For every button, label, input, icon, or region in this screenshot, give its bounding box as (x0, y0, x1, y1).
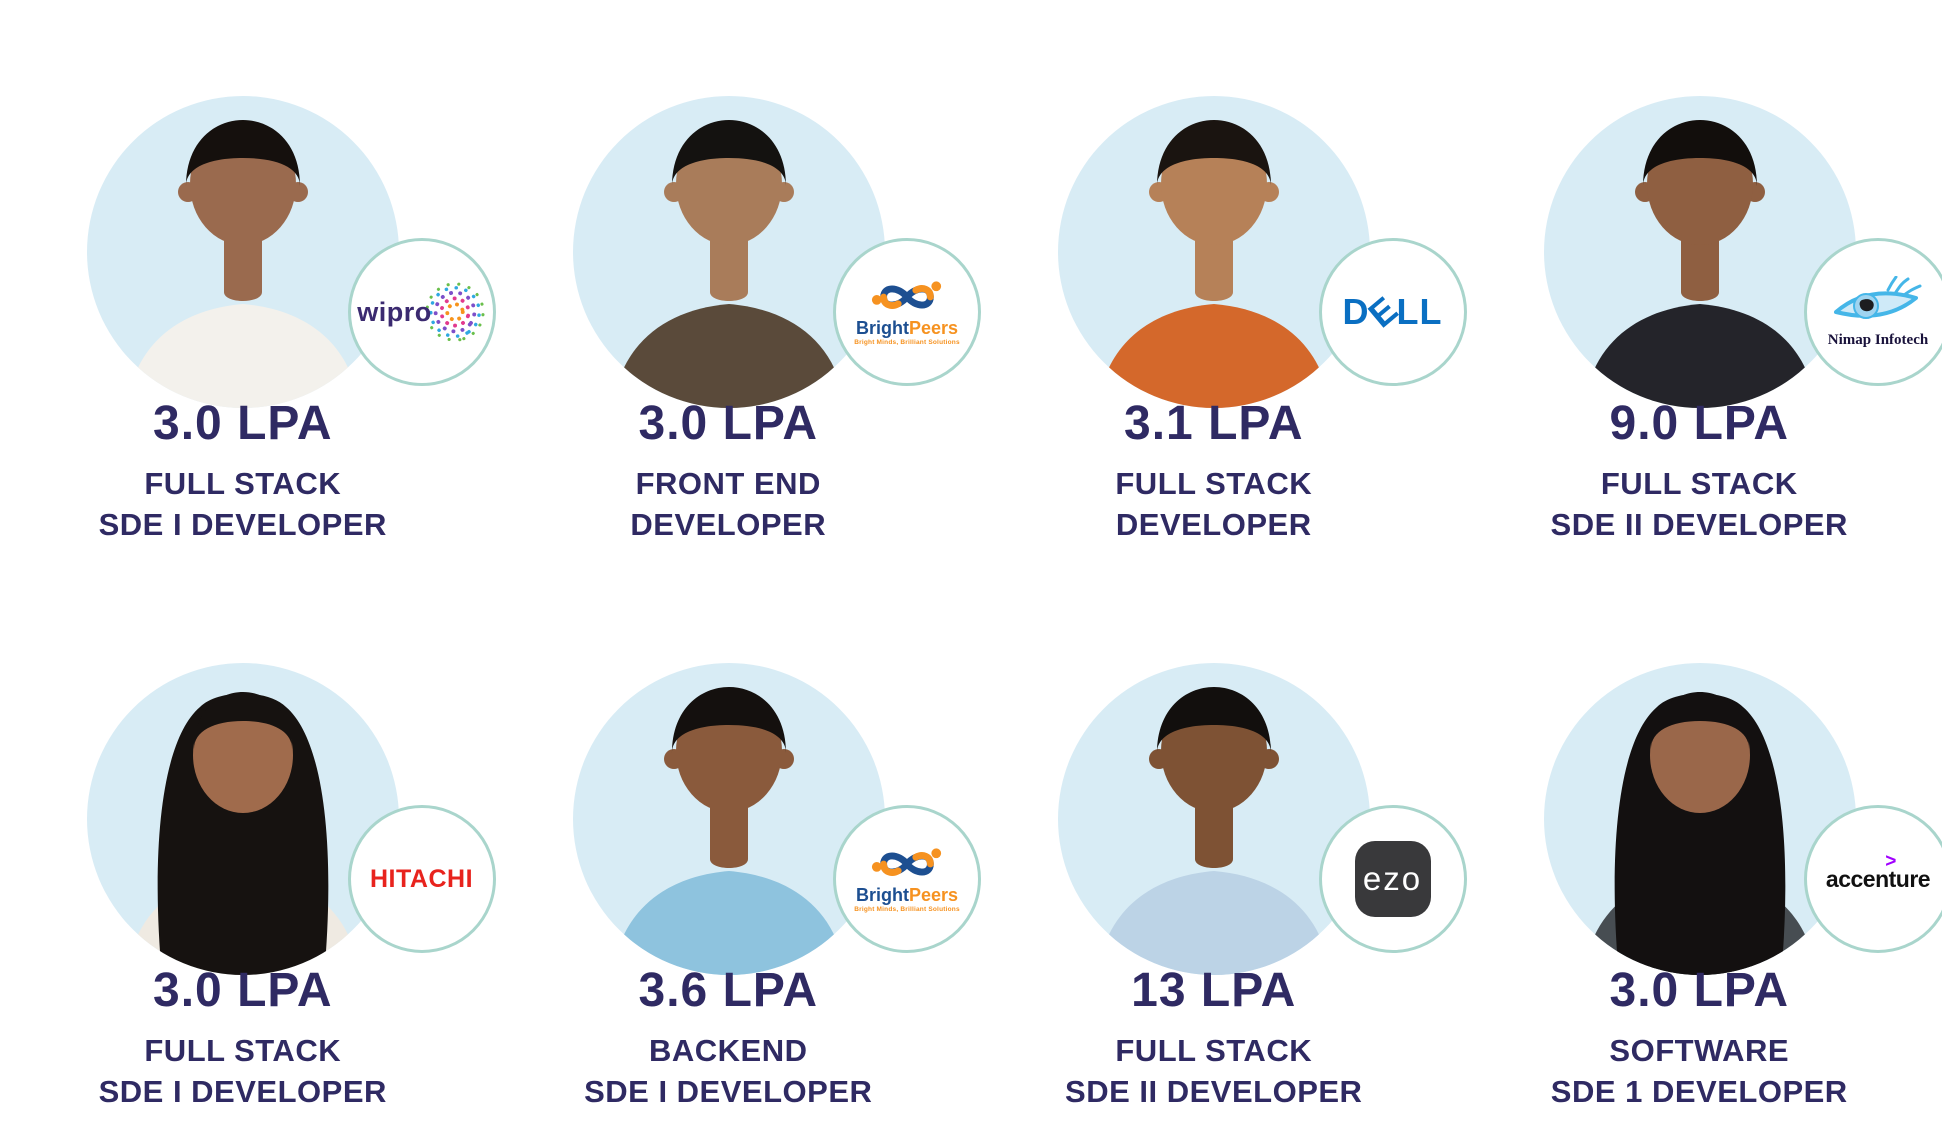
graduate-photo (572, 663, 885, 975)
role-line-1: FULL STACK (1600, 466, 1798, 501)
role-line-2: DEVELOPER (1115, 507, 1312, 542)
role-line-2: SDE 1 DEVELOPER (1550, 1074, 1848, 1109)
dell-logo: D E LL (1342, 288, 1443, 335)
graduate-photo (572, 96, 885, 408)
brightpeers-infinity-icon (871, 848, 942, 877)
role-line-1: FULL STACK (1115, 466, 1313, 501)
company-logo-badge: BrightPeers Bright Minds, Brilliant Solu… (833, 805, 981, 953)
brightpeers-logo: BrightPeers Bright Minds, Brilliant Solu… (854, 844, 960, 914)
salary-text: 3.6 LPA (638, 964, 818, 1017)
graduate-photo (1058, 663, 1370, 975)
nimap-logo: Nimap Infotech (1827, 275, 1929, 349)
role-line-1: FULL STACK (1115, 1033, 1313, 1068)
role-line-2: SDE I DEVELOPER (584, 1074, 873, 1109)
brightpeers-logo: BrightPeers Bright Minds, Brilliant Solu… (854, 277, 960, 347)
dell-letters-ll: LL (1396, 291, 1443, 332)
company-logo-badge: BrightPeers Bright Minds, Brilliant Solu… (833, 238, 981, 386)
placement-card-hitachi: HITACHI 3.0 LPA FULL STACK SDE I DEVELOP… (0, 567, 496, 1134)
role-line-1: FULL STACK (144, 1033, 342, 1068)
salary-text: 9.0 LPA (1609, 397, 1789, 450)
accenture-logo: > accenture (1825, 851, 1931, 893)
brightpeers-wordmark: BrightPeers (856, 886, 958, 904)
graduate-photo (1543, 96, 1856, 408)
wipro-wordmark: wipro (357, 296, 432, 327)
placement-card-nimap: Nimap Infotech 9.0 LPA FULL STACK SDE II… (1457, 0, 1942, 567)
wipro-logo: wipro (357, 281, 486, 343)
salary-text: 3.0 LPA (153, 964, 333, 1017)
brightpeers-tagline: Bright Minds, Brilliant Solutions (854, 906, 960, 914)
brightpeers-word-bright: Bright (855, 885, 909, 906)
dell-letter-d: D (1342, 291, 1370, 332)
role-line-2: SDE II DEVELOPER (1550, 507, 1848, 542)
salary-text: 3.0 LPA (153, 397, 333, 450)
hitachi-logo: HITACHI (369, 864, 474, 893)
graduate-photo (1543, 663, 1856, 975)
accenture-caret-icon: > (1885, 850, 1896, 872)
placement-card-wipro: wipro 3.0 LPA FULL STACK SDE I DEVELOPER (0, 0, 496, 567)
salary-text: 3.1 LPA (1124, 397, 1304, 450)
nimap-eye-icon (1833, 275, 1922, 319)
brightpeers-word-peers: Peers (908, 885, 959, 906)
role-line-1: SOFTWARE (1609, 1033, 1790, 1068)
salary-text: 3.0 LPA (1609, 964, 1789, 1017)
role-line-2: SDE II DEVELOPER (1065, 1074, 1363, 1109)
placement-card-accenture: > accenture 3.0 LPA SOFTWARE SDE 1 DEVEL… (1457, 567, 1942, 1134)
company-logo-badge: wipro (347, 238, 496, 386)
placement-card-brightpeers-2: BrightPeers Bright Minds, Brilliant Solu… (486, 567, 981, 1134)
graduate-photo (87, 96, 399, 408)
role-line-1: BACKEND (649, 1033, 808, 1068)
salary-text: 3.0 LPA (638, 397, 818, 450)
salary-text: 13 LPA (1131, 964, 1297, 1017)
brightpeers-word-peers: Peers (908, 318, 959, 339)
brightpeers-tagline: Bright Minds, Brilliant Solutions (854, 339, 960, 347)
nimap-wordmark: Nimap Infotech (1827, 331, 1929, 348)
brightpeers-wordmark: BrightPeers (856, 319, 958, 337)
role-line-2: SDE I DEVELOPER (98, 1074, 387, 1109)
placement-card-brightpeers-1: BrightPeers Bright Minds, Brilliant Solu… (486, 0, 981, 567)
company-logo-badge: Nimap Infotech (1804, 238, 1942, 386)
brightpeers-word-bright: Bright (855, 318, 909, 339)
wipro-dots-icon (425, 282, 485, 342)
role-line-1: FRONT END (635, 466, 821, 501)
company-logo-badge: D E LL (1318, 238, 1467, 386)
graduate-photo (1058, 96, 1370, 408)
graduate-photo (87, 663, 399, 975)
brightpeers-infinity-icon (871, 281, 942, 310)
company-logo-badge: HITACHI (347, 805, 496, 953)
role-line-2: SDE I DEVELOPER (98, 507, 387, 542)
role-line-2: DEVELOPER (630, 507, 827, 542)
company-logo-badge: > accenture (1804, 805, 1942, 953)
accenture-wordmark: accenture (1825, 865, 1931, 892)
company-logo-badge: ezo (1318, 805, 1467, 953)
ezo-logo: ezo (1354, 841, 1431, 917)
placement-card-ezo: ezo 13 LPA FULL STACK SDE II DEVELOPER (971, 567, 1467, 1134)
role-line-1: FULL STACK (144, 466, 342, 501)
placement-card-dell: D E LL 3.1 LPA FULL STACK DEVELOPER (971, 0, 1467, 567)
